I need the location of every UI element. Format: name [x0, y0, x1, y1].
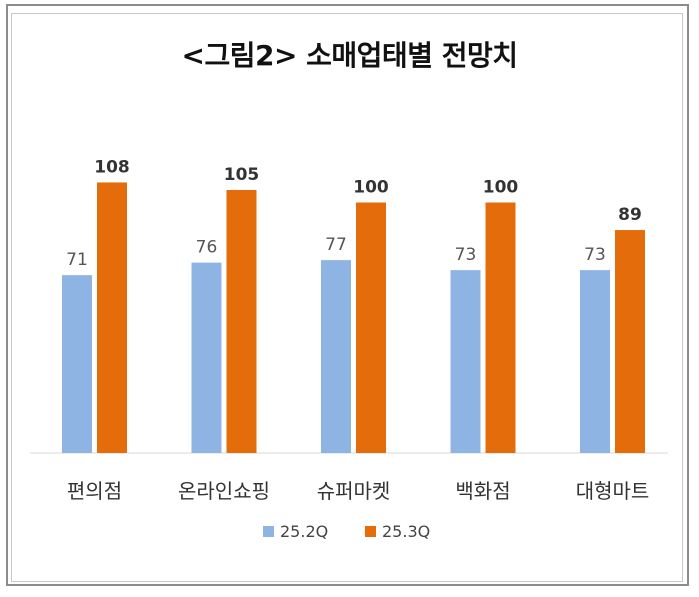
data-label: 100	[353, 178, 389, 198]
data-label: 108	[94, 157, 130, 177]
bar	[485, 202, 516, 453]
data-label: 105	[224, 165, 260, 185]
bar	[97, 182, 127, 453]
bar	[450, 270, 481, 453]
bar	[356, 202, 386, 453]
data-label: 89	[618, 205, 642, 225]
data-label: 76	[196, 238, 218, 258]
data-label: 77	[325, 235, 347, 255]
legend-swatch	[365, 526, 376, 537]
category-label: 백화점	[455, 479, 510, 503]
bar	[321, 260, 351, 453]
data-label: 100	[483, 178, 519, 198]
data-label: 73	[584, 245, 606, 265]
legend-swatch	[263, 526, 274, 537]
data-label: 73	[455, 245, 477, 265]
category-label: 온라인쇼핑	[178, 479, 270, 503]
bar	[191, 262, 222, 453]
legend-label: 25.2Q	[280, 522, 328, 541]
bar	[615, 230, 645, 453]
category-label: 대형마트	[576, 479, 650, 503]
bar	[226, 189, 257, 453]
legend-label: 25.3Q	[382, 522, 430, 541]
bar	[580, 270, 610, 453]
bar	[62, 275, 92, 453]
category-label: 편의점	[67, 479, 122, 503]
data-label: 71	[66, 250, 88, 270]
category-label: 슈퍼마켓	[317, 479, 391, 503]
chart-title: <그림2> 소매업태별 전망치	[181, 39, 518, 72]
